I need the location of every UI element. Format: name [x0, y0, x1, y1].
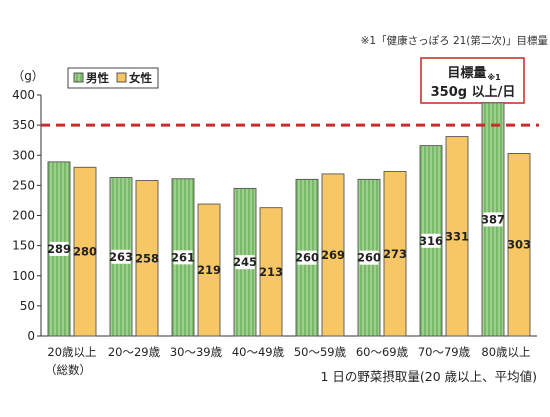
data-label-male: 289	[47, 242, 71, 256]
data-label-female: 303	[507, 238, 531, 252]
data-label-male: 263	[109, 250, 133, 264]
bar-female	[73, 166, 97, 337]
data-label-female: 273	[383, 247, 407, 261]
x-category-label: 20～29歳	[108, 345, 161, 359]
bar-female	[507, 152, 531, 337]
bar-female	[197, 203, 221, 337]
x-category-label: 40～49歳	[232, 345, 285, 359]
y-tick-label: 300	[12, 148, 35, 162]
data-label-female: 213	[259, 265, 283, 279]
data-label-male: 245	[233, 255, 257, 269]
legend: 男性 女性	[67, 67, 159, 89]
data-label-female: 219	[197, 263, 221, 277]
legend-swatch-male	[73, 72, 84, 83]
data-label-male: 261	[171, 250, 195, 264]
data-label-male: 387	[481, 212, 505, 226]
bar-female	[259, 207, 283, 337]
y-tick-label: 250	[12, 178, 35, 192]
bar-female	[445, 136, 469, 337]
x-category-label: 60～69歳	[356, 345, 409, 359]
x-category-label: 80歳以上	[481, 345, 530, 359]
data-label-female: 331	[445, 229, 469, 243]
bar-female	[135, 180, 159, 337]
y-tick-label: 50	[20, 299, 35, 313]
data-label-male: 260	[357, 251, 381, 265]
data-label-male: 260	[295, 251, 319, 265]
y-ticks: 0 50 100 150 200 250 300 350 400	[12, 88, 41, 343]
data-label-background	[49, 241, 69, 256]
data-label-background	[359, 250, 379, 265]
target-box-title-text: 目標量	[447, 65, 486, 81]
x-category-sublabel: （総数）	[45, 363, 91, 377]
data-label-background	[111, 249, 131, 264]
legend-frame	[67, 67, 159, 89]
bar-female	[321, 173, 345, 337]
x-category-label: 50～59歳	[294, 345, 347, 359]
y-tick-label: 200	[12, 209, 35, 223]
data-label-background	[235, 255, 255, 270]
y-tick-label: 400	[12, 88, 35, 102]
source-note: ※1「健康さっぽろ 21(第二次)」目標量	[361, 34, 549, 47]
x-category-labels: 20歳以上 （総数） 20～29歳 30～39歳 40～49歳 50～59歳 60～69歳 7…	[45, 345, 531, 377]
data-label-male: 316	[419, 234, 443, 248]
target-box-value: 350g 以上/日	[431, 85, 516, 100]
target-box-title: 目標量※1	[447, 65, 501, 82]
x-category-label: 70～79歳	[418, 345, 471, 359]
y-tick-label: 0	[27, 329, 35, 343]
data-label-female: 280	[73, 245, 97, 259]
y-tick-label: 350	[12, 118, 35, 132]
legend-swatch-female	[116, 72, 127, 83]
data-label-female: 258	[135, 251, 159, 265]
x-category-label: 30～39歳	[170, 345, 223, 359]
data-label-background	[483, 212, 503, 227]
data-label-background	[297, 250, 317, 265]
target-box	[420, 57, 525, 104]
bar-female	[383, 171, 407, 337]
data-label-background	[421, 233, 441, 248]
y-tick-label: 100	[12, 269, 35, 283]
y-tick-label: 150	[12, 239, 35, 253]
target-box-note-mark: ※1	[487, 72, 501, 82]
legend-label-male: 男性	[86, 71, 109, 85]
x-category-label: 20歳以上	[47, 345, 96, 359]
data-label-female: 269	[321, 248, 345, 262]
legend-label-female: 女性	[129, 71, 152, 85]
y-unit-label: （g）	[12, 69, 44, 83]
data-label-background	[173, 250, 193, 265]
x-axis-title: 1 日の野菜摂取量(20 歳以上、平均値)	[320, 369, 537, 384]
